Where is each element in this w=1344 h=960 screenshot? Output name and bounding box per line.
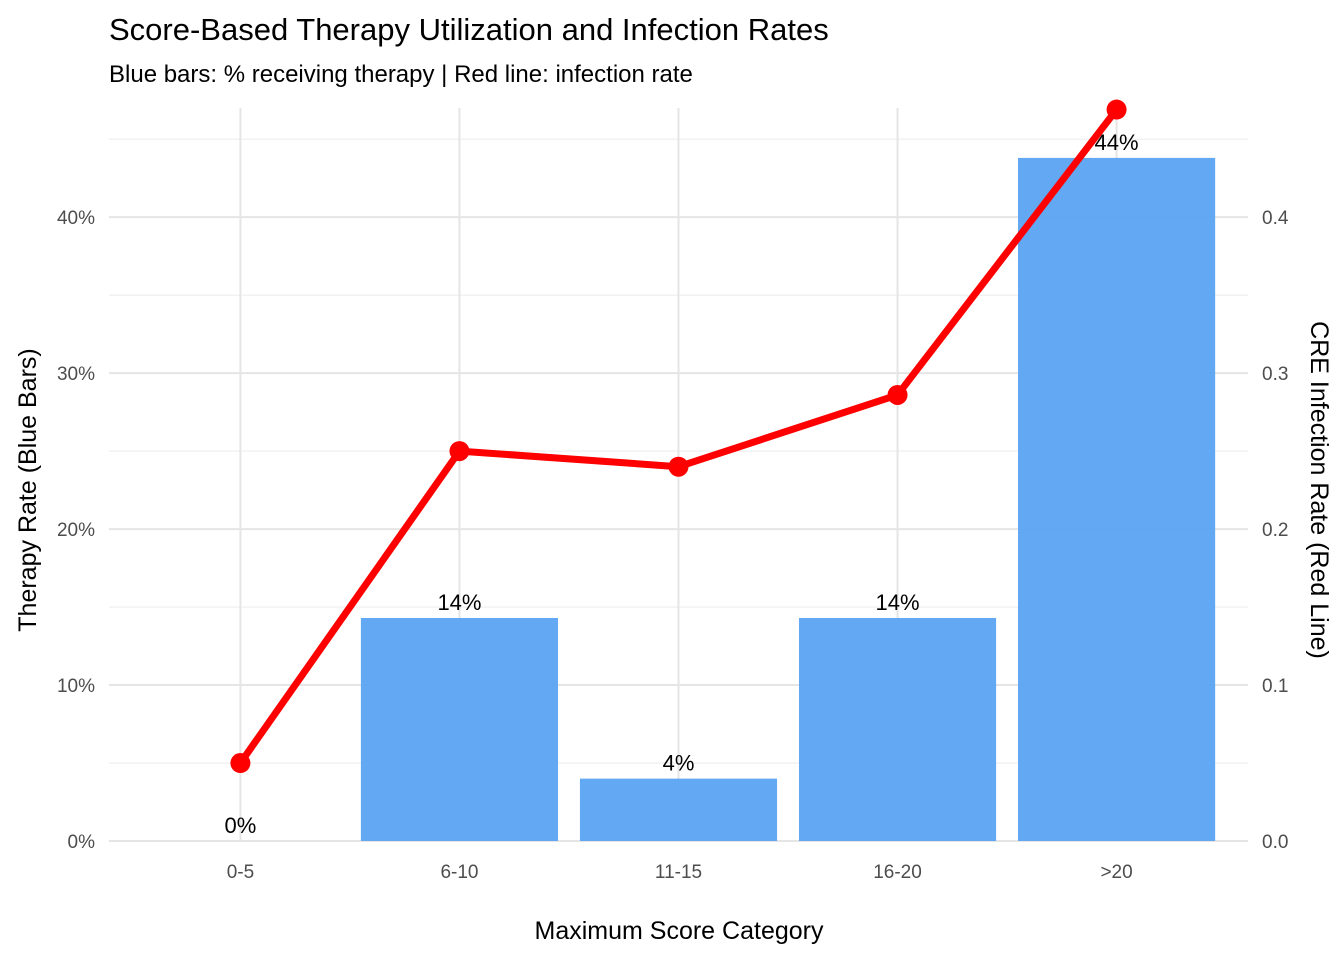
y-tick-label: 10% — [57, 676, 95, 697]
x-tick-label: 11-15 — [655, 862, 702, 883]
bar-label: 4% — [663, 751, 695, 776]
bar-6-10 — [360, 617, 559, 841]
infection-point-0-5 — [230, 753, 251, 774]
bar-labels: 0% 14% 4% 14% 44% — [225, 130, 1139, 838]
x-tick-label: 0-5 — [227, 862, 254, 883]
bar-label: 44% — [1095, 130, 1139, 155]
bar-11-15 — [579, 778, 778, 841]
y-tick-label: 0% — [68, 832, 96, 853]
infection-point-16-20 — [887, 384, 908, 405]
infection-point->20 — [1106, 99, 1127, 120]
x-axis-title: Maximum Score Category — [535, 917, 824, 945]
x-tick-label: 6-10 — [440, 862, 478, 883]
bar-label: 0% — [225, 813, 257, 838]
infection-line — [230, 99, 1127, 774]
bar-16-20 — [798, 617, 997, 841]
y2-axis-title: CRE Infection Rate (Red Line) — [1305, 321, 1333, 659]
chart-subtitle: Blue bars: % receiving therapy | Red lin… — [109, 61, 693, 88]
x-tick-label: 16-20 — [873, 862, 922, 883]
bar->20 — [1018, 157, 1216, 842]
y2-tick-label: 0.4 — [1262, 208, 1289, 229]
bar-label: 14% — [876, 590, 920, 615]
infection-point-11-15 — [668, 456, 689, 477]
y2-tick-label: 0.0 — [1262, 832, 1288, 853]
y-axis-title: Therapy Rate (Blue Bars) — [14, 348, 42, 631]
x-tick-label: >20 — [1100, 862, 1132, 883]
y-tick-label: 30% — [57, 364, 95, 385]
axis-ticks: 0% 10% 20% 30% 40% 0.0 0.1 0.2 0.3 0.4 0-5 6-10 11-1… — [57, 208, 1289, 883]
bar-label: 14% — [437, 590, 481, 615]
y2-tick-label: 0.3 — [1262, 364, 1288, 385]
chart-title: Score-Based Therapy Utilization and Infe… — [109, 12, 829, 47]
bars — [360, 157, 1216, 842]
y-tick-label: 40% — [57, 208, 95, 229]
y2-tick-label: 0.1 — [1262, 676, 1288, 697]
y2-tick-label: 0.2 — [1262, 520, 1288, 541]
infection-point-6-10 — [449, 441, 470, 462]
y-tick-label: 20% — [57, 520, 95, 541]
